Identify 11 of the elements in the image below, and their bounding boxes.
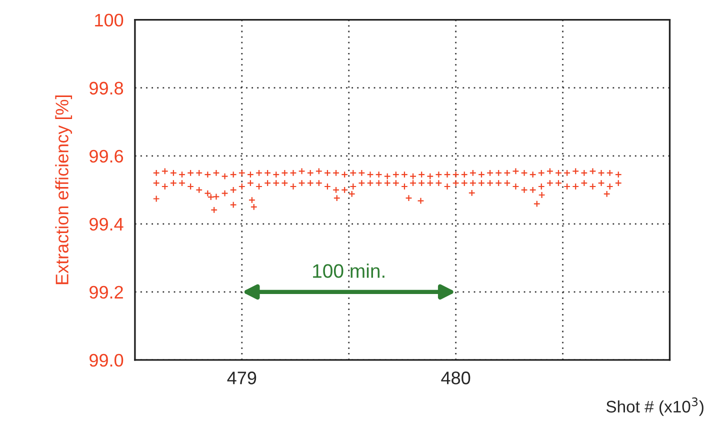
y-tick-label: 99.2 [90,286,123,299]
x-tick-label: 479 [227,372,256,384]
x-tick-label: 480 [441,372,470,384]
y-tick-label: 100 [95,14,124,27]
x-axis-title: Shot # (x10$^{3}$) [606,397,704,416]
y-tick-label: 99.8 [90,82,124,95]
y-tick-label: 99.4 [90,218,124,231]
y-tick-label: 99.0 [90,354,124,367]
annotation: 100 min. [313,264,384,278]
y-axis-title: Extraction efficiency [%] [55,96,72,284]
y-tick-label: 99.6 [90,150,124,163]
